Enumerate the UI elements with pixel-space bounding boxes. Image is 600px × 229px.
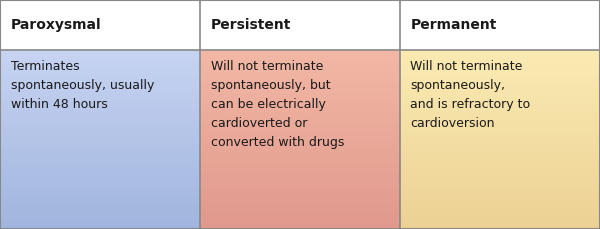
Text: Terminates
spontaneously, usually
within 48 hours: Terminates spontaneously, usually within…	[11, 60, 154, 111]
Text: Paroxysmal: Paroxysmal	[11, 18, 101, 32]
Text: Will not terminate
spontaneously,
and is refractory to
cardioversion: Will not terminate spontaneously, and is…	[410, 60, 530, 130]
Text: Permanent: Permanent	[410, 18, 497, 32]
FancyBboxPatch shape	[0, 0, 200, 50]
Text: Will not terminate
spontaneously, but
can be electrically
cardioverted or
conver: Will not terminate spontaneously, but ca…	[211, 60, 344, 149]
Text: Persistent: Persistent	[211, 18, 291, 32]
FancyBboxPatch shape	[200, 0, 400, 50]
FancyBboxPatch shape	[400, 0, 600, 50]
